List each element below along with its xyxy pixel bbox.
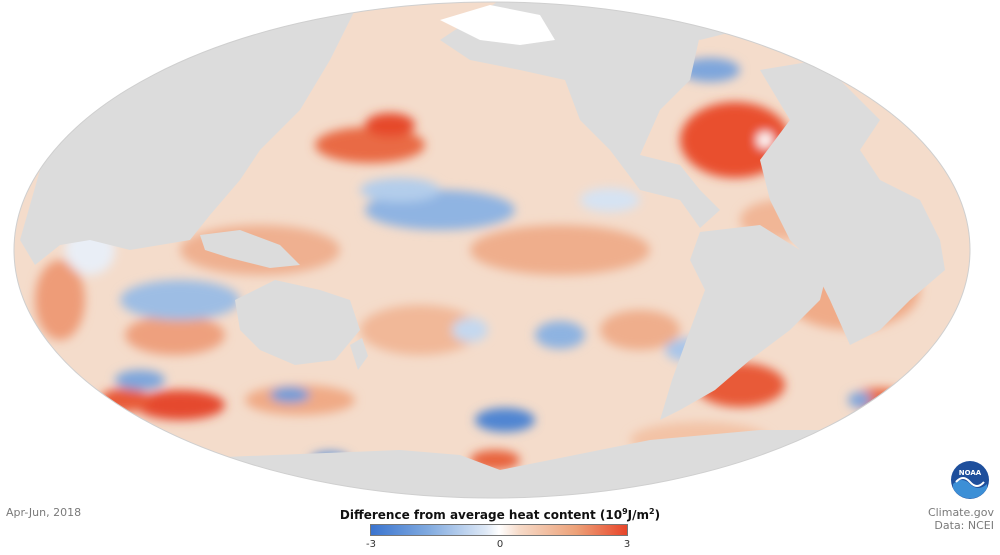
unit-suffix: ) [654, 508, 661, 522]
noaa-logo-text: NOAA [959, 469, 982, 477]
date-caption: Apr-Jun, 2018 [6, 506, 82, 519]
north-america [440, 2, 720, 228]
globe-outline [13, 1, 971, 499]
africa-europe [760, 60, 945, 345]
credit-data: Data: NCEI [934, 519, 994, 532]
australia [235, 280, 360, 365]
asia [20, 2, 360, 265]
south-america [660, 225, 830, 420]
legend-min-label: -3 [366, 539, 376, 550]
noaa-logo-icon: NOAA [951, 461, 989, 499]
unit-prefix: (10 [599, 508, 623, 522]
arctic-ice [440, 5, 555, 45]
legend-title: Difference from average heat content (10… [300, 507, 700, 522]
legend-mid-label: 0 [496, 539, 504, 550]
credit-site: Climate.gov [927, 506, 994, 519]
new-zealand [350, 338, 368, 370]
unit-mid: J/m [627, 508, 649, 522]
legend-max-label: 3 [623, 539, 631, 550]
legend-colorbar [370, 524, 628, 536]
legend-title-unit: (109J/m2) [599, 507, 661, 522]
legend-title-main: Difference from average heat content [339, 508, 596, 522]
unit-exponent: 9 [622, 507, 628, 516]
heat-content-anomaly-map [13, 1, 971, 499]
unit-exponent-2: 2 [649, 507, 655, 516]
maritime-continent [200, 230, 300, 268]
